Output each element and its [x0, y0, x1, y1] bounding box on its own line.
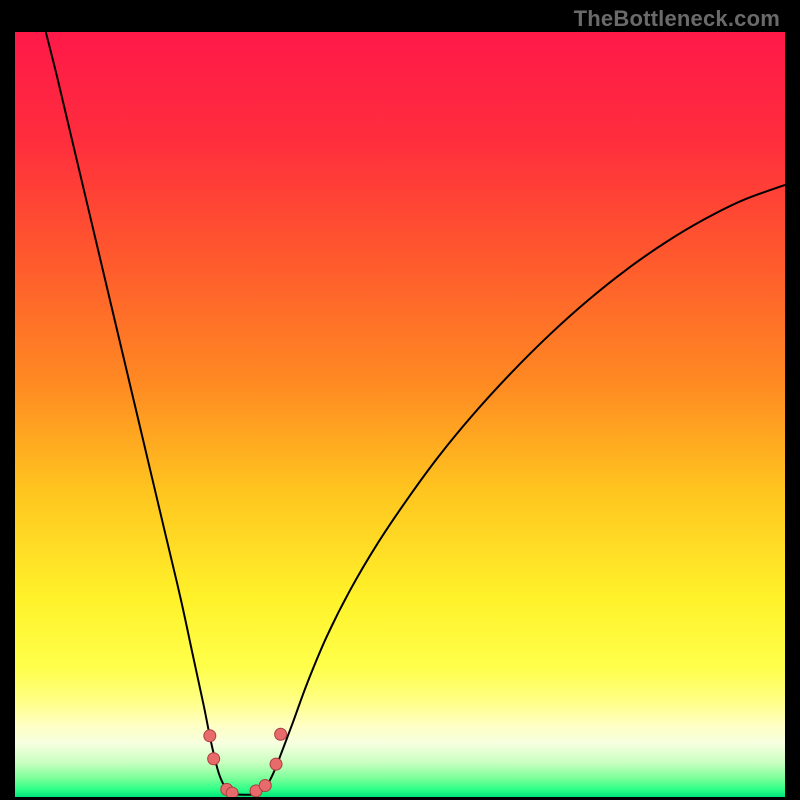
watermark-text: TheBottleneck.com [574, 6, 780, 32]
marker-point [204, 730, 216, 742]
plot-svg [15, 32, 785, 797]
marker-point [275, 728, 287, 740]
marker-point [259, 780, 271, 792]
chart-container: TheBottleneck.com [0, 0, 800, 800]
marker-point [270, 758, 282, 770]
gradient-background [15, 32, 785, 797]
plot-area [15, 32, 785, 797]
marker-point [208, 753, 220, 765]
marker-point [226, 787, 238, 797]
